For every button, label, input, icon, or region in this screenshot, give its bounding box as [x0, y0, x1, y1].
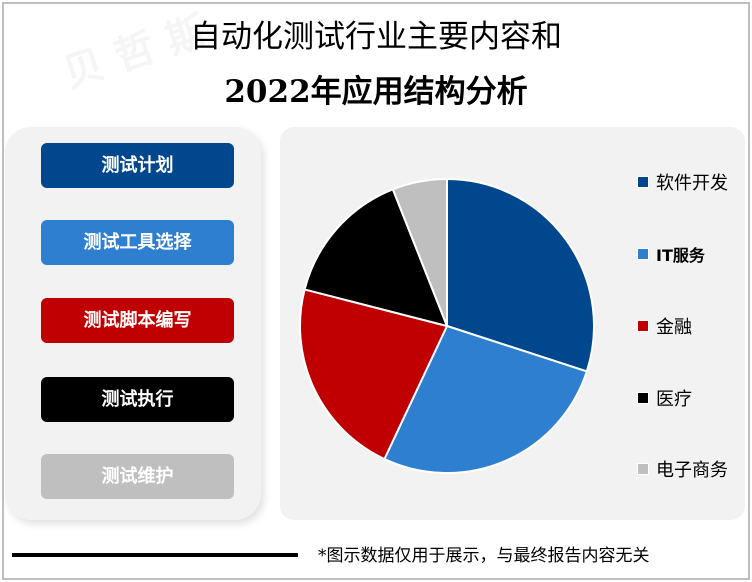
- legend-label: 软件开发: [656, 173, 728, 194]
- legend-swatch-icon: [637, 320, 649, 332]
- legend-item-healthcare: 医疗: [637, 386, 692, 410]
- legend-swatch-icon: [637, 392, 649, 404]
- legend-label: IT服务: [656, 246, 705, 265]
- chart-title-line1: 自动化测试行业主要内容和: [190, 19, 562, 55]
- pie-slice-0: [446, 177, 595, 373]
- footer-disclaimer: *图示数据仅用于展示，与最终报告内容无关: [318, 546, 650, 566]
- step-test-execution: 测试执行: [41, 377, 234, 422]
- legend-item-it-services: IT服务: [637, 242, 705, 266]
- legend-swatch-icon: [637, 463, 649, 475]
- chart-title-line2: 2022年应用结构分析: [224, 74, 528, 110]
- step-script-writing: 测试脚本编写: [41, 298, 234, 343]
- legend-item-finance: 金融: [637, 314, 692, 338]
- legend-item-software: 软件开发: [637, 170, 728, 194]
- legend-swatch-icon: [637, 248, 649, 260]
- legend-label: 金融: [656, 317, 692, 338]
- footer-divider: [12, 553, 298, 557]
- legend-item-ecommerce: 电子商务: [637, 457, 728, 481]
- step-tool-selection: 测试工具选择: [41, 220, 234, 265]
- legend-label: 医疗: [656, 389, 692, 410]
- pie-slice-3: [303, 188, 449, 328]
- process-steps-panel: 测试计划 测试工具选择 测试脚本编写 测试执行 测试维护: [5, 127, 261, 520]
- step-test-plan: 测试计划: [41, 143, 234, 188]
- pie-slice-2: [299, 288, 449, 461]
- legend-label: 电子商务: [656, 460, 728, 481]
- legend-swatch-icon: [637, 176, 649, 188]
- pie-slice-1: [383, 324, 589, 474]
- pie-slice-4: [391, 177, 448, 327]
- step-test-maintenance: 测试维护: [41, 454, 234, 499]
